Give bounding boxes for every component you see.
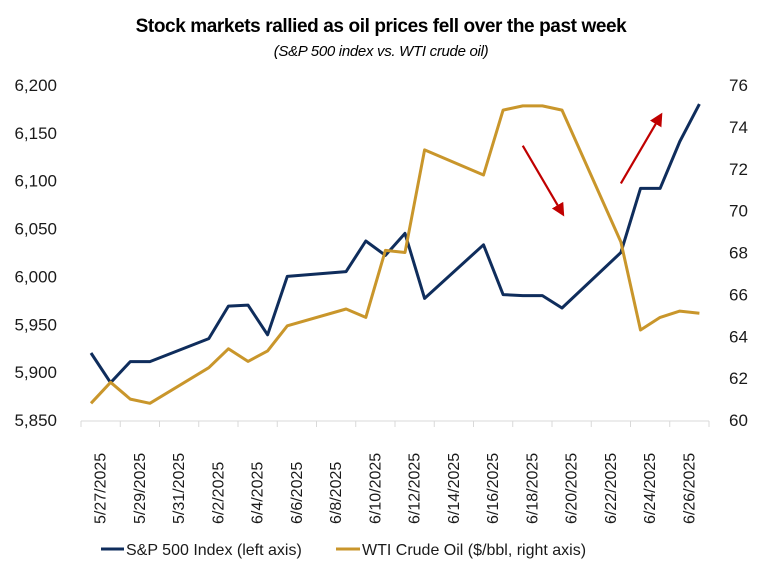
y-right-tick-label: 64 [729,327,748,346]
arrow-up-icon [619,112,663,184]
y-left-tick-label: 5,950 [14,315,57,334]
y-right-tick-label: 68 [729,244,748,263]
x-axis: 5/27/2025 5/29/2025 5/31/2025 6/2/2025 6/4/2… [80,420,710,524]
y-left-tick-label: 6,000 [14,267,57,286]
y-left-tick-label: 6,200 [14,76,57,95]
series-line-sp500 [89,103,701,385]
y-right-tick-label: 62 [729,369,748,388]
y-left-tick-label: 6,150 [14,124,57,143]
y-right-tick-label: 70 [729,202,748,221]
x-tick-label: 6/8/2025 [328,462,345,524]
chart-subtitle: (S&P 500 index vs. WTI crude oil) [274,43,489,60]
y-right-tick-label: 60 [729,411,748,430]
x-tick-label: 6/24/2025 [642,453,659,524]
y-right-tick-label: 76 [729,76,748,95]
y-left-tick-label: 5,900 [14,363,57,382]
x-tick-label: 6/26/2025 [681,453,698,524]
x-tick-label: 6/10/2025 [367,453,384,524]
x-tick-label: 6/2/2025 [210,462,227,524]
y-left-tick-label: 6,100 [14,172,57,191]
y-left-tick-label: 6,050 [14,220,57,239]
y-right-tick-label: 74 [729,118,748,137]
x-tick-label: 6/18/2025 [524,453,541,524]
series-group [89,103,701,405]
x-tick-label: 6/16/2025 [485,453,502,524]
series-line-wti [89,104,700,405]
arrow-down-icon [521,145,565,217]
x-tick-label: 6/20/2025 [564,453,581,524]
y-axis-left: 5,850 5,900 5,950 6,000 6,050 6,100 6,150 6,200 [14,76,57,430]
x-tick-label: 6/12/2025 [407,453,424,524]
y-left-tick-label: 5,850 [14,411,57,430]
x-tick-label: 6/6/2025 [289,462,306,524]
legend-label-wti: WTI Crude Oil ($/bbl, right axis) [362,542,586,559]
y-axis-right: 60 62 64 66 68 70 72 74 76 [729,76,748,430]
annotations [521,112,663,217]
x-tick-label: 5/31/2025 [171,453,188,524]
x-tick-label: 6/22/2025 [603,453,620,524]
x-tick-label: 6/14/2025 [446,453,463,524]
chart-title: Stock markets rallied as oil prices fell… [136,16,628,37]
legend: S&P 500 Index (left axis) WTI Crude Oil … [101,542,586,559]
y-right-tick-label: 66 [729,285,748,304]
x-tick-label: 5/29/2025 [132,453,149,524]
y-right-tick-label: 72 [729,160,748,179]
x-tick-label: 5/27/2025 [93,453,110,524]
x-tick-label: 6/4/2025 [250,462,267,524]
legend-label-sp500: S&P 500 Index (left axis) [126,542,302,559]
